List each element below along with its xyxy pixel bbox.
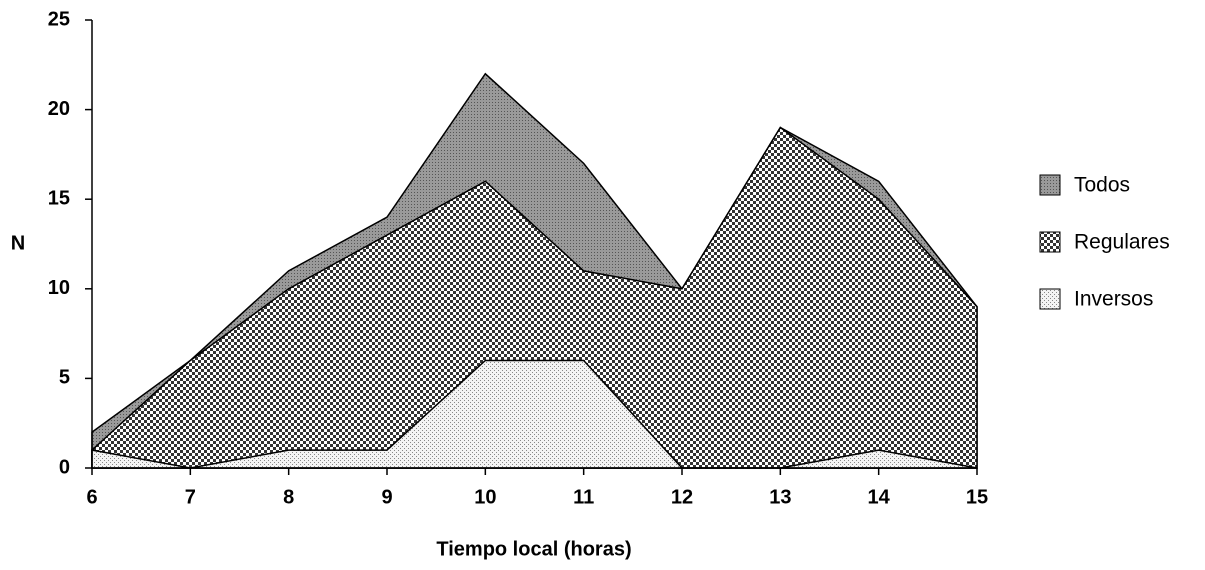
y-axis-label: N [11,232,25,254]
legend-swatch [1039,288,1061,310]
y-tick-label: 20 [48,98,70,120]
x-tick-label: 8 [283,486,294,508]
y-tick-label: 25 [48,8,70,30]
x-tick-label: 14 [868,486,891,508]
area [91,359,978,469]
legend-label: Regulares [1074,231,1170,254]
legend-label: Todos [1074,174,1130,197]
x-tick-label: 10 [474,486,496,508]
x-tick-label: 13 [769,486,791,508]
legend-swatch [1039,231,1061,253]
area [91,126,978,469]
x-tick-label: 12 [671,486,693,508]
y-tick-label: 0 [59,456,70,478]
y-tick-label: 5 [59,367,70,389]
x-axis-label: Tiempo local (horas) [436,538,631,560]
x-tick-label: 7 [185,486,196,508]
legend-swatch [1039,174,1061,196]
x-tick-label: 9 [381,486,392,508]
x-tick-label: 15 [966,486,988,508]
plot-area [91,72,978,469]
y-tick-label: 10 [48,277,70,299]
x-tick-label: 11 [573,486,594,508]
x-tick-label: 6 [86,486,97,508]
legend-label: Inversos [1074,288,1153,311]
y-tick-label: 15 [48,187,70,209]
